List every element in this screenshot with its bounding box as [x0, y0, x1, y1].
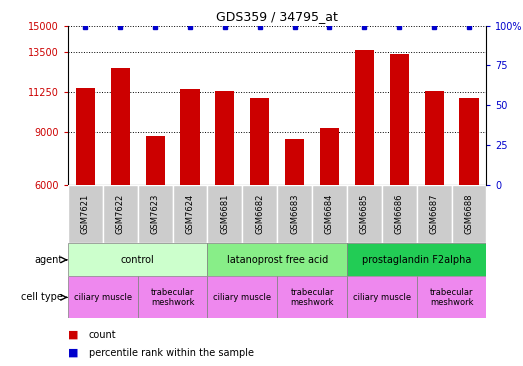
Bar [180, 89, 200, 185]
Bar [277, 185, 312, 243]
Bar [208, 276, 277, 318]
Text: GSM6684: GSM6684 [325, 194, 334, 234]
Text: percentile rank within the sample: percentile rank within the sample [89, 348, 254, 358]
Bar [173, 185, 208, 243]
Bar [382, 185, 417, 243]
Text: GSM7623: GSM7623 [151, 194, 160, 234]
Text: trabecular
meshwork: trabecular meshwork [151, 288, 195, 307]
Text: GSM6685: GSM6685 [360, 194, 369, 234]
Bar [68, 276, 138, 318]
Text: ■: ■ [68, 348, 78, 358]
Bar [138, 276, 208, 318]
Bar [76, 87, 95, 185]
Bar [347, 243, 486, 276]
Title: GDS359 / 34795_at: GDS359 / 34795_at [216, 10, 338, 23]
Text: GSM6683: GSM6683 [290, 194, 299, 234]
Bar [138, 185, 173, 243]
Bar [417, 276, 486, 318]
Text: count: count [89, 330, 117, 340]
Text: trabecular
meshwork: trabecular meshwork [290, 288, 334, 307]
Text: agent: agent [35, 255, 63, 265]
Bar [312, 185, 347, 243]
Bar [68, 243, 208, 276]
Text: GSM6688: GSM6688 [464, 194, 473, 234]
Text: ciliary muscle: ciliary muscle [74, 293, 132, 302]
Text: control: control [121, 255, 155, 265]
Text: GSM6682: GSM6682 [255, 194, 264, 234]
Text: GSM6681: GSM6681 [220, 194, 230, 234]
Bar [459, 98, 479, 185]
Bar [390, 54, 409, 185]
Bar [425, 91, 444, 185]
Bar [215, 91, 234, 185]
Text: GSM7622: GSM7622 [116, 194, 125, 234]
Text: ciliary muscle: ciliary muscle [213, 293, 271, 302]
Bar [208, 243, 347, 276]
Bar [103, 185, 138, 243]
Text: GSM6686: GSM6686 [395, 194, 404, 234]
Bar [320, 128, 339, 185]
Bar [417, 185, 451, 243]
Text: ciliary muscle: ciliary muscle [353, 293, 411, 302]
Bar [347, 185, 382, 243]
Bar [250, 98, 269, 185]
Text: GSM6687: GSM6687 [429, 194, 439, 234]
Bar [111, 68, 130, 185]
Bar [285, 139, 304, 185]
Text: GSM7621: GSM7621 [81, 194, 90, 234]
Bar [145, 136, 165, 185]
Text: GSM7624: GSM7624 [186, 194, 195, 234]
Text: ■: ■ [68, 330, 78, 340]
Bar [68, 185, 103, 243]
Bar [347, 276, 417, 318]
Bar [242, 185, 277, 243]
Bar [355, 51, 374, 185]
Bar [208, 185, 242, 243]
Bar [277, 276, 347, 318]
Text: prostaglandin F2alpha: prostaglandin F2alpha [362, 255, 471, 265]
Text: latanoprost free acid: latanoprost free acid [226, 255, 328, 265]
Text: trabecular
meshwork: trabecular meshwork [430, 288, 473, 307]
Bar [451, 185, 486, 243]
Text: cell type: cell type [21, 292, 63, 302]
